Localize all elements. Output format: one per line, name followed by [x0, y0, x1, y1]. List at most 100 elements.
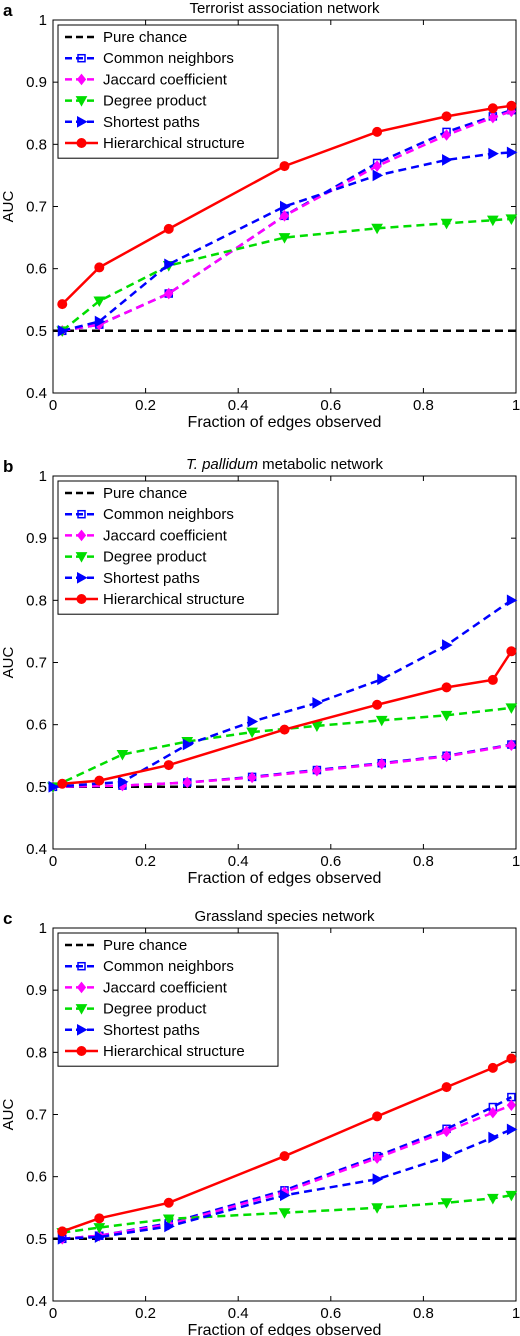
data-point-jaccard-coefficient [312, 764, 322, 777]
y-tick-label: 0.4 [26, 841, 47, 858]
data-point-degree-product [487, 215, 499, 227]
legend-label-hierarchical-structure: Hierarchical structure [103, 135, 245, 152]
data-point-degree-product [93, 296, 106, 308]
x-tick-label: 0.6 [320, 853, 341, 870]
y-tick-label: 0.6 [26, 261, 47, 278]
y-tick-label: 0.4 [26, 385, 47, 402]
data-point-jaccard-coefficient [164, 287, 174, 300]
legend-label-hierarchical-structure: Hierarchical structure [103, 591, 245, 608]
data-point-shortest-paths [280, 1189, 291, 1202]
y-axis-label: AUC [0, 646, 17, 678]
series-hierarchical-structure [57, 100, 517, 310]
chart-title: Grassland species network [194, 908, 375, 925]
y-tick-label: 0.8 [26, 136, 47, 153]
data-point-hierarchical-structure [57, 299, 68, 310]
data-point-degree-product [278, 233, 291, 244]
legend-label-pure-chance: Pure chance [103, 485, 187, 502]
data-point-degree-product [440, 218, 453, 230]
series-line-jaccard-coefficient [52, 743, 512, 789]
data-point-shortest-paths [488, 147, 499, 160]
series-shortest-paths [57, 146, 518, 337]
data-point-hierarchical-structure [441, 1082, 452, 1093]
data-point-hierarchical-structure [441, 682, 452, 693]
y-tick-label: 0.4 [26, 1293, 47, 1310]
series-line-hierarchical-structure [62, 650, 513, 785]
series-degree-product [56, 214, 518, 337]
y-tick-label: 1 [39, 12, 47, 29]
legend-label-hierarchical-structure: Hierarchical structure [103, 1043, 245, 1060]
x-tick-label: 0.2 [135, 1305, 156, 1322]
y-axis-label: AUC [0, 1098, 17, 1130]
panel-c: Grassland species network c 0 0.2 0.4 0.6 0.8 1… [0, 908, 520, 1336]
data-point-jaccard-coefficient [377, 758, 387, 770]
series-shortest-paths [48, 594, 518, 793]
data-point-hierarchical-structure [506, 1053, 517, 1064]
legend-marker-degree-product [75, 96, 88, 107]
series-line-common-neighbors [62, 108, 512, 333]
legend: Pure chance Common neighbors Jaccard coeff… [57, 932, 279, 1067]
x-tick-label: 0 [49, 853, 57, 870]
x-axis-label: Fraction of edges observed [188, 414, 382, 431]
data-point-shortest-paths [488, 1131, 499, 1144]
legend-label-jaccard-coefficient: Jaccard coefficient [103, 527, 228, 544]
x-tick-label: 0.4 [228, 1305, 249, 1322]
data-point-shortest-paths [312, 697, 323, 709]
data-point-jaccard-coefficient [488, 1106, 498, 1119]
panel-letter: a [3, 1, 13, 20]
legend-marker-common-neighbors [77, 961, 86, 971]
data-point-shortest-paths [247, 715, 259, 728]
legend-marker-hierarchical-structure [76, 594, 87, 604]
data-point-degree-product [162, 1214, 175, 1225]
data-point-shortest-paths [280, 200, 291, 213]
data-point-hierarchical-structure [372, 1111, 383, 1122]
data-point-degree-product [93, 1223, 106, 1234]
legend-marker-shortest-paths [77, 1023, 88, 1036]
x-tick-label: 0 [49, 1305, 57, 1322]
data-point-jaccard-coefficient [279, 210, 290, 222]
legend: Pure chance Common neighbors Jaccard coeff… [57, 480, 279, 615]
data-point-degree-product [116, 750, 129, 761]
data-point-shortest-paths [57, 324, 69, 337]
legend-marker-hierarchical-structure [76, 138, 87, 148]
data-point-degree-product [505, 703, 518, 714]
data-point-hierarchical-structure [441, 111, 452, 122]
legend-label-common-neighbors: Common neighbors [103, 50, 234, 67]
data-point-shortest-paths [372, 169, 384, 182]
data-point-shortest-paths [94, 1231, 106, 1243]
data-point-degree-product [440, 1198, 453, 1209]
chart-title-italic: T. pallidum [186, 456, 258, 473]
x-tick-label: 0.6 [320, 397, 341, 414]
y-tick-label: 0.6 [26, 717, 47, 734]
series-line-hierarchical-structure [61, 104, 512, 305]
series-common-neighbors [58, 1092, 516, 1244]
data-point-shortest-paths [164, 258, 175, 271]
x-axis-label: Fraction of edges observed [188, 1322, 382, 1336]
data-point-shortest-paths [182, 738, 194, 751]
data-point-shortest-paths [48, 780, 60, 793]
data-point-jaccard-coefficient [441, 129, 452, 141]
data-point-jaccard-coefficient [441, 750, 452, 763]
x-axis-label: Fraction of edges observed [188, 870, 382, 887]
data-point-hierarchical-structure [487, 674, 498, 685]
data-point-hierarchical-structure [506, 646, 517, 657]
x-tick-label: 0.8 [413, 1305, 434, 1322]
series-line-degree-product [61, 217, 512, 332]
legend-label-jaccard-coefficient: Jaccard coefficient [103, 979, 228, 996]
y-tick-label: 0.5 [26, 779, 47, 796]
legend-label-degree-product: Degree product [103, 549, 207, 566]
x-tick-label: 0.4 [228, 853, 249, 870]
data-point-hierarchical-structure [57, 778, 68, 789]
y-tick-label: 0.8 [26, 1044, 47, 1061]
data-point-hierarchical-structure [279, 161, 290, 172]
y-tick-label: 0.9 [26, 74, 47, 91]
series-line-hierarchical-structure [61, 1057, 512, 1233]
data-point-shortest-paths [117, 776, 129, 788]
x-tick-label: 0.8 [413, 853, 434, 870]
data-point-degree-product [371, 1203, 383, 1214]
x-tick-label: 1 [512, 1305, 520, 1322]
legend-box [57, 24, 279, 159]
panel-letter: b [3, 457, 13, 476]
series-shortest-paths [57, 1123, 518, 1245]
data-point-shortest-paths [372, 1173, 384, 1186]
